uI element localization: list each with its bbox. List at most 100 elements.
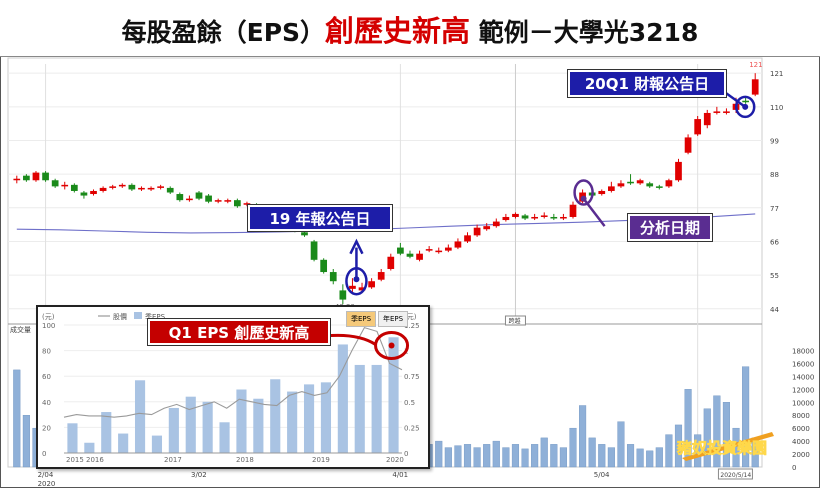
eps-bar	[253, 398, 264, 453]
volume-bar	[13, 369, 21, 468]
header-bar: 每股盈餘（EPS）創歷史新高 範例－大學光3218	[0, 0, 820, 57]
volume-tick-label: 4000	[792, 438, 810, 446]
eps-bar	[101, 412, 112, 453]
eps-bar	[388, 337, 399, 453]
logo-text: 豬奴投資樂園	[676, 439, 767, 457]
title-suffix: 範例－大學光3218	[470, 18, 699, 47]
volume-bar	[626, 444, 635, 468]
volume-bar	[22, 415, 30, 468]
volume-tick-label: 2000	[792, 451, 810, 459]
q1-report-callout: 20Q1 財報公告日	[567, 69, 727, 98]
inset-price-line	[63, 326, 403, 418]
volume-tick-label: 16000	[792, 360, 814, 368]
analysis-date-callout: 分析日期	[627, 213, 713, 242]
candle-body	[464, 235, 471, 242]
candle-body	[560, 216, 567, 219]
candle-body	[329, 272, 337, 282]
tab-quarter-eps[interactable]: 季EPS	[346, 311, 377, 327]
volume-bar	[531, 444, 539, 468]
candle-body	[368, 281, 375, 288]
high-price-label: 121	[749, 61, 762, 69]
candle-body	[301, 232, 308, 236]
price-tick-label: 66	[770, 238, 779, 246]
candle-body	[42, 172, 49, 181]
candle-body	[646, 183, 654, 187]
eps-bar	[219, 422, 230, 453]
candle-body	[349, 285, 356, 289]
volume-bar	[607, 447, 615, 468]
volume-bar	[454, 445, 462, 468]
volume-axis-label: 成交量	[10, 325, 31, 334]
candle-body	[473, 227, 481, 236]
price-tick-label: 110	[770, 104, 783, 112]
candle-body	[397, 247, 404, 254]
volume-bar	[540, 437, 548, 468]
volume-bar	[674, 424, 683, 468]
volume-bar	[463, 444, 472, 468]
candle-body	[128, 184, 136, 190]
eps-bar	[118, 433, 129, 453]
candle-body	[214, 200, 222, 202]
candle-body	[608, 186, 615, 191]
volume-bar	[646, 450, 654, 468]
volume-bar	[435, 440, 443, 468]
volume-bar	[684, 389, 692, 468]
candle-body	[416, 253, 423, 260]
eps-bar	[337, 344, 348, 453]
inset-year-label: 2016	[86, 456, 104, 464]
analysis-date-dot	[580, 195, 587, 202]
volume-tick-label: 18000	[792, 347, 814, 355]
candle-body	[147, 187, 155, 190]
date-tick-label: 3/02	[191, 471, 207, 479]
volume-bar	[579, 405, 587, 468]
tab-annual-eps[interactable]: 年EPS	[378, 311, 409, 327]
candle-body	[742, 100, 749, 103]
q1-report-circle	[734, 95, 756, 119]
candle-body	[598, 190, 606, 195]
candle-body	[540, 215, 548, 217]
candle-body	[90, 190, 97, 195]
volume-bar	[598, 444, 606, 468]
cross-marker-box	[504, 315, 526, 326]
candle-body	[751, 79, 759, 95]
analysis-date-label: 分析日期	[639, 219, 700, 237]
volume-bar	[444, 447, 452, 468]
inset-year-label: 2017	[164, 456, 182, 464]
eps-bar	[371, 364, 382, 453]
inset-year-label: 2019	[312, 456, 330, 464]
inset-left-tick: 100	[42, 322, 55, 330]
analysis-date-arrow	[582, 197, 606, 227]
candle-body	[636, 180, 644, 184]
candle-body	[358, 287, 366, 291]
volume-bar	[665, 434, 673, 468]
logo-swoosh	[682, 432, 774, 461]
annual-report-arrowhead	[349, 238, 364, 255]
candle-body	[109, 186, 117, 188]
volume-bar	[521, 448, 529, 468]
candle-body	[492, 221, 500, 227]
candle-body	[99, 187, 107, 191]
legend-eps-swatch	[134, 312, 142, 319]
candle-body	[627, 181, 634, 184]
eps-bar	[236, 389, 247, 453]
price-tick-label: 88	[770, 171, 779, 179]
volume-bar	[473, 447, 481, 468]
volume-bar	[713, 395, 721, 468]
volume-tick-label: 0	[792, 464, 796, 472]
candle-body	[387, 256, 395, 269]
eps-bar	[168, 407, 179, 453]
inset-left-tick: 40	[42, 399, 51, 407]
brand-logo: 豬奴投資樂園	[676, 432, 774, 461]
volume-bar	[483, 444, 491, 468]
candle-body	[13, 178, 21, 181]
annual-report-label: 19 年報公告日	[269, 209, 371, 228]
candle-body	[61, 184, 69, 187]
volume-bar	[722, 402, 730, 468]
candle-body	[483, 226, 491, 230]
candle-body	[23, 175, 30, 181]
candle-body	[205, 195, 212, 202]
candle-body	[531, 216, 538, 219]
candle-body	[435, 250, 443, 253]
inset-left-unit: (元)	[42, 313, 55, 321]
volume-bar	[636, 448, 644, 468]
